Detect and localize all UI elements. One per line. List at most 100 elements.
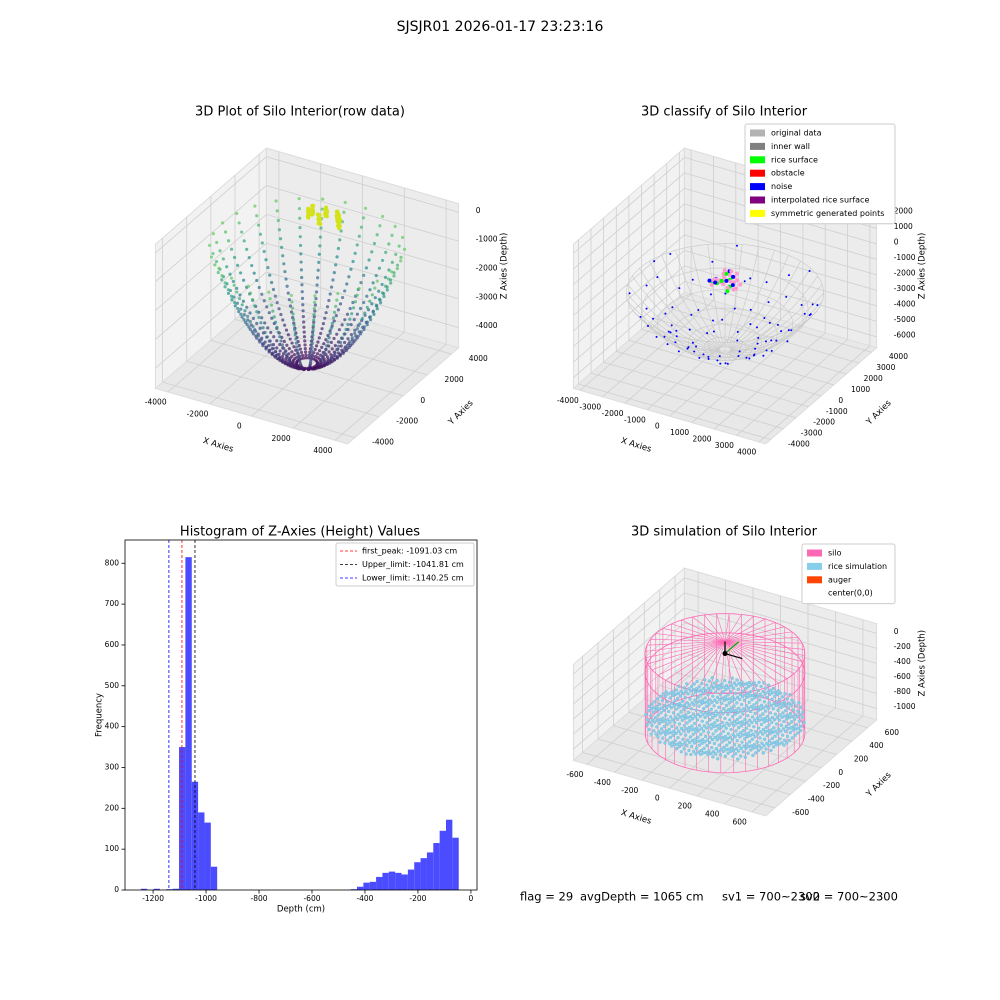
point	[297, 207, 302, 211]
bar	[153, 888, 160, 890]
point	[718, 692, 723, 696]
point	[786, 713, 790, 717]
point	[687, 748, 691, 753]
point	[673, 692, 678, 696]
point	[695, 345, 698, 348]
point	[650, 723, 654, 728]
point	[785, 734, 790, 739]
point	[764, 340, 767, 343]
point	[309, 355, 313, 359]
point	[764, 686, 768, 690]
point	[335, 332, 339, 336]
point	[262, 342, 266, 346]
y-tick-label: 400	[869, 741, 884, 750]
point	[257, 315, 261, 320]
point	[709, 707, 713, 711]
y-tick-label: 1000	[851, 385, 870, 394]
grid-line	[713, 188, 826, 430]
point	[290, 350, 294, 354]
point	[332, 319, 336, 323]
point	[666, 692, 670, 696]
point	[690, 724, 694, 728]
point	[770, 736, 774, 741]
point	[664, 312, 667, 315]
point	[693, 721, 697, 726]
point	[683, 733, 688, 737]
point	[313, 347, 317, 352]
point	[311, 333, 315, 337]
point	[684, 727, 688, 731]
point	[671, 717, 675, 722]
point	[334, 209, 339, 214]
point	[248, 311, 252, 315]
wire	[703, 336, 747, 359]
point	[664, 713, 668, 718]
point	[787, 329, 790, 332]
point	[779, 705, 783, 710]
point	[291, 312, 295, 316]
point	[691, 278, 694, 281]
point	[695, 679, 699, 684]
point	[752, 703, 756, 707]
point	[720, 682, 724, 686]
point	[377, 266, 382, 270]
point	[332, 336, 336, 341]
point	[275, 339, 279, 343]
point	[748, 718, 752, 722]
point	[768, 717, 772, 722]
point	[384, 250, 388, 254]
point	[728, 710, 733, 714]
y-tick-label: 0	[838, 768, 843, 777]
point	[789, 703, 793, 708]
point	[262, 249, 266, 254]
legend-swatch	[750, 142, 765, 150]
point	[706, 730, 710, 734]
point	[280, 245, 284, 249]
point	[271, 287, 276, 292]
point	[719, 709, 723, 714]
point	[663, 719, 667, 723]
point	[703, 715, 707, 719]
point	[777, 702, 781, 707]
point	[774, 743, 779, 747]
wire	[625, 243, 825, 343]
point	[347, 275, 351, 279]
point	[325, 362, 329, 367]
point	[298, 216, 302, 220]
point	[725, 721, 729, 725]
point	[721, 749, 725, 753]
point	[300, 296, 305, 300]
point	[237, 310, 241, 314]
point	[666, 717, 670, 722]
point	[769, 703, 773, 708]
point	[728, 718, 732, 722]
point	[261, 326, 265, 330]
point	[774, 722, 779, 726]
point	[226, 288, 230, 292]
point	[717, 726, 721, 731]
grid-line	[573, 203, 877, 301]
point	[672, 729, 676, 733]
y-tick-label: 4000	[889, 352, 908, 361]
grid-line	[167, 151, 280, 393]
point	[284, 353, 289, 357]
point	[258, 232, 263, 236]
point	[719, 686, 723, 690]
point	[270, 351, 274, 356]
grid-line	[590, 228, 784, 429]
point	[772, 726, 776, 730]
point	[671, 733, 675, 737]
point	[321, 353, 326, 358]
point	[701, 751, 705, 755]
point	[272, 335, 276, 339]
point	[738, 735, 742, 739]
x-tick-label: -1000	[195, 894, 217, 903]
point	[781, 727, 786, 731]
point	[298, 226, 302, 230]
point	[777, 742, 781, 746]
point	[693, 698, 697, 702]
point	[320, 364, 324, 368]
point	[752, 725, 756, 729]
point	[295, 345, 299, 349]
silo	[644, 613, 806, 774]
